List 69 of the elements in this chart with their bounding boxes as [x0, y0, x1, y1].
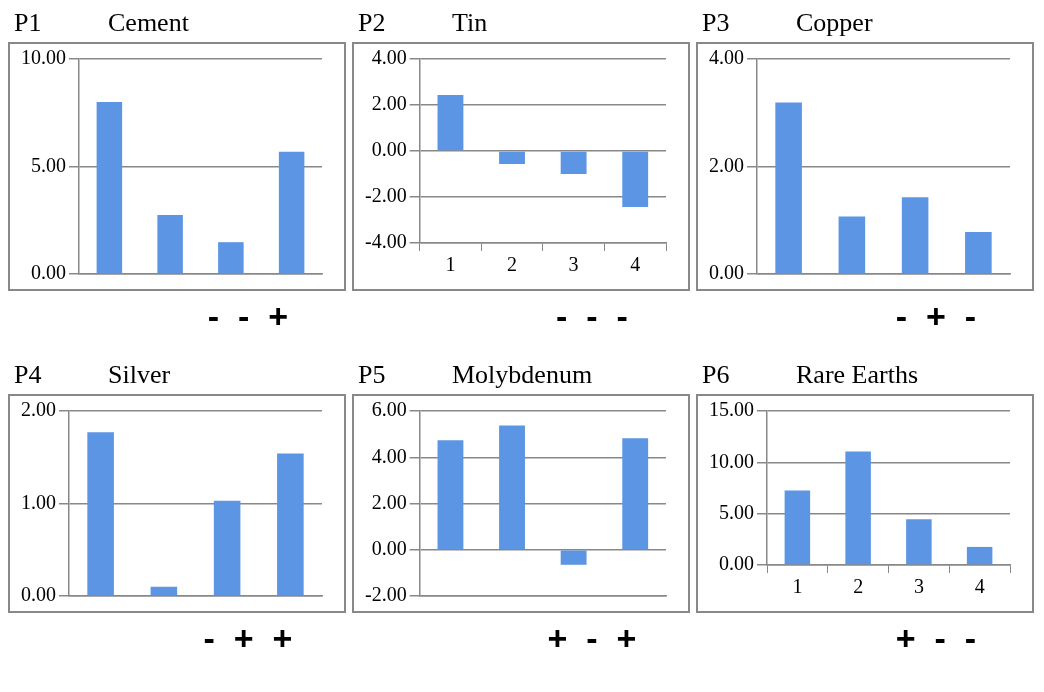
- text: - - -: [555, 297, 629, 335]
- chart-title: Molybdenum: [452, 360, 593, 390]
- y-tick-label: 10.00: [21, 46, 66, 69]
- y-tick-label: 2.00: [371, 92, 407, 115]
- y-tick-label: -2.00: [364, 583, 407, 606]
- x-tick-label: 2: [507, 253, 518, 276]
- bar: [784, 490, 811, 565]
- text: + - -: [894, 619, 978, 657]
- text: P6: [702, 360, 730, 390]
- bar: [277, 453, 304, 596]
- y-tick-label: 6.00: [371, 398, 407, 421]
- text: - - +: [206, 297, 290, 335]
- text: + - +: [546, 619, 638, 657]
- bar: [499, 425, 525, 549]
- x-tick-label: 3: [913, 575, 924, 598]
- bar: [437, 440, 464, 549]
- bar: [96, 102, 123, 274]
- text: P3: [702, 8, 730, 38]
- bar: [213, 500, 241, 596]
- chart-title: Tin: [452, 8, 488, 38]
- bar: [87, 432, 114, 596]
- y-tick-label: 2.00: [21, 398, 56, 421]
- text: P4: [14, 360, 42, 390]
- chart-title: Silver: [108, 360, 171, 390]
- y-tick-label: 0.00: [709, 261, 744, 284]
- text: - + +: [202, 619, 294, 657]
- bar: [560, 550, 587, 565]
- y-tick-label: 2.00: [371, 490, 407, 513]
- text: P5: [358, 360, 386, 390]
- y-tick-label: 0.00: [21, 583, 56, 606]
- bar: [775, 102, 802, 274]
- y-tick-label: 4.00: [371, 46, 407, 69]
- y-tick-label: 4.00: [371, 444, 407, 467]
- y-tick-label: 5.00: [719, 500, 754, 523]
- y-tick-label: 10.00: [709, 449, 754, 472]
- y-tick-label: 4.00: [709, 46, 744, 69]
- bar: [845, 451, 871, 565]
- y-tick-label: 15.00: [709, 398, 754, 421]
- bar: [906, 519, 932, 565]
- y-tick-label: 0.00: [371, 537, 407, 559]
- text: P2: [358, 8, 386, 38]
- bar: [901, 197, 929, 274]
- chart-title: Rare Earths: [796, 360, 919, 390]
- y-tick-label: 0.00: [371, 138, 407, 161]
- bar: [622, 438, 649, 549]
- bar: [838, 216, 866, 274]
- y-tick-label: 0.00: [31, 261, 66, 284]
- x-tick-label: 3: [568, 253, 579, 276]
- y-tick-label: -4.00: [364, 230, 407, 253]
- bar: [278, 151, 305, 274]
- chart-title: Cement: [108, 8, 189, 38]
- y-tick-label: 0.00: [719, 552, 754, 575]
- x-tick-label: 1: [445, 253, 456, 276]
- x-tick-label: 1: [792, 575, 803, 598]
- bar: [966, 546, 993, 565]
- y-tick-label: 2.00: [709, 153, 744, 176]
- y-tick-label: 5.00: [31, 153, 66, 176]
- chart-title: Copper: [796, 8, 873, 38]
- y-tick-label: 1.00: [21, 490, 56, 513]
- y-tick-label: -2.00: [364, 184, 407, 207]
- x-tick-label: 4: [974, 575, 985, 598]
- bar: [150, 586, 178, 596]
- text: P1: [14, 8, 42, 38]
- bar: [218, 242, 244, 274]
- x-tick-label: 2: [853, 575, 864, 598]
- x-tick-label: 4: [630, 253, 641, 276]
- bar: [157, 214, 183, 274]
- bar: [965, 232, 992, 274]
- text: - + -: [894, 297, 978, 335]
